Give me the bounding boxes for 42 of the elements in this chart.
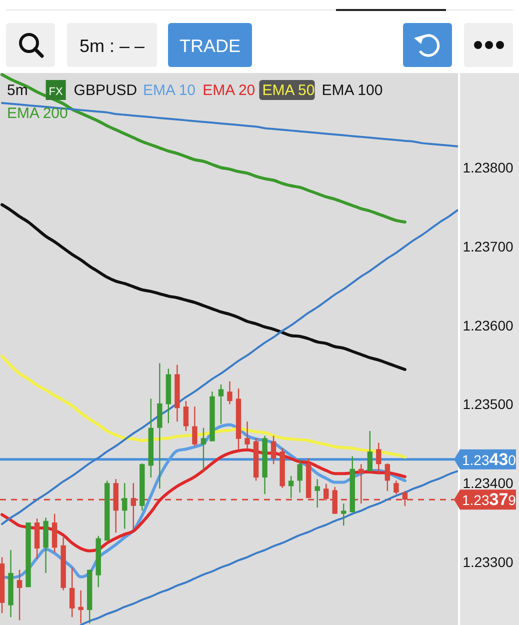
candlestick: [16, 569, 22, 621]
candlestick: [244, 420, 250, 449]
ref-line-label: 1.23379: [462, 490, 516, 510]
candlestick: [367, 430, 373, 472]
series-label: EMA 200: [7, 105, 68, 122]
candlestick: [183, 400, 189, 432]
candlestick: [297, 458, 302, 494]
y-tick-label: 1.23500: [462, 396, 514, 412]
text: EMA 50: [262, 82, 315, 99]
y-tick-label: 1.23300: [462, 554, 514, 570]
text: EMA 10: [143, 82, 196, 99]
text: EMA 20: [202, 82, 256, 99]
y-tick-label: 1.23400: [462, 475, 514, 492]
y-tick-label: 1.23800: [462, 160, 514, 176]
candlestick: [270, 435, 276, 465]
annotation: FX: [48, 86, 64, 98]
line-series: [80, 470, 458, 625]
line-series: [0, 73, 406, 224]
candlestick: [314, 478, 320, 508]
line-series: [0, 203, 406, 372]
candlestick: [69, 566, 75, 618]
candlestick: [341, 502, 346, 526]
text: 5m: [7, 82, 28, 99]
candlestick: [122, 482, 128, 530]
line-series: [1, 209, 458, 526]
candlestick: [384, 462, 390, 492]
text: 5m : – –: [79, 36, 145, 56]
candlestick: [288, 475, 294, 499]
candlestick: [227, 380, 232, 405]
text: EMA 100: [322, 82, 383, 99]
candlestick: [394, 480, 399, 495]
candlestick: [376, 442, 382, 474]
candlestick: [192, 406, 198, 447]
ref-line-label: 1.23430: [462, 450, 516, 469]
y-tick-label: 1.23600: [462, 317, 514, 334]
y-tick-label: 1.23700: [462, 238, 514, 254]
line-series: [1, 102, 458, 148]
text: TRADE: [179, 36, 241, 56]
candlestick: [218, 384, 224, 425]
candlestick: [200, 427, 206, 472]
text: GBPUSD: [74, 82, 138, 99]
candlestick: [78, 590, 84, 624]
